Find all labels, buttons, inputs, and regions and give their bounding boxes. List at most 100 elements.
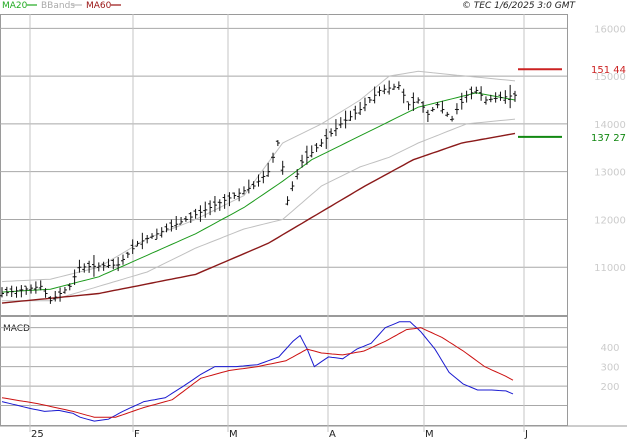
ohlc-bar (324, 128, 329, 149)
ohlc-bar (271, 152, 276, 163)
ohlc-bar (382, 84, 387, 95)
ohlc-bar (241, 186, 246, 195)
x-tick-label: J (524, 429, 528, 440)
ma60-line (1, 132, 516, 304)
ohlc-bar (319, 138, 324, 147)
ohlc-bar (256, 174, 261, 187)
ohlc-bar (353, 105, 358, 120)
x-axis-ticks: 25 F M A M J (29, 14, 528, 440)
ohlc-bar (116, 257, 121, 272)
ohlc-bar (62, 286, 67, 294)
macd-y-tick-label: 300 (600, 363, 619, 374)
ohlc-bar (445, 111, 450, 117)
ohlc-bar (33, 281, 38, 294)
ohlc-bar (343, 110, 348, 129)
ohlc-bar (19, 285, 24, 298)
ohlc-bar (435, 102, 440, 109)
ohlc-bar (77, 259, 82, 273)
ohlc-bar (387, 80, 392, 95)
ohlc-bar (9, 285, 14, 297)
ohlc-bar (164, 223, 169, 233)
legend-bbands-label: BBands (41, 1, 75, 11)
macd-y-tick-label: 400 (600, 343, 619, 354)
ohlc-bar (338, 117, 343, 129)
ohlc-bar (261, 170, 266, 184)
ohlc-bar (503, 90, 508, 104)
support-label: 137 27 (591, 133, 626, 144)
ohlc-bar (300, 154, 305, 168)
ohlc-bar (513, 90, 517, 102)
ohlc-bar (246, 179, 251, 194)
ohlc-bar (82, 263, 87, 273)
ohlc-bar (188, 211, 193, 223)
ohlc-bar (179, 216, 184, 225)
resistance-label: 151 44 (591, 65, 626, 76)
ohlc-bar (106, 258, 111, 269)
ohlc-bar (358, 101, 363, 116)
macd-signal-line (1, 327, 514, 418)
ohlc-bar (290, 181, 295, 192)
ohlc-bar (14, 286, 19, 298)
ohlc-bar (58, 287, 63, 302)
ohlc-bar (24, 285, 29, 295)
ohlc-bar (87, 260, 92, 273)
ohlc-bar (464, 90, 469, 103)
price-y-tick-label: 15000 (594, 72, 626, 83)
ohlc-bar (217, 199, 222, 211)
legend-ma20-label: MA20 (2, 1, 28, 11)
x-tick-label: 25 (31, 429, 44, 440)
ohlc-bar (48, 296, 53, 304)
ohlc-bar (183, 215, 188, 222)
ohlc-bar (309, 145, 314, 158)
macd-line (1, 321, 514, 422)
ohlc-bar (498, 91, 503, 101)
ohlc-bar (130, 239, 135, 254)
ohlc-bar (469, 86, 474, 100)
ohlc-bars-layer (0, 80, 517, 304)
ohlc-bar (43, 288, 48, 298)
ohlc-bar (135, 240, 140, 247)
ohlc-bar (275, 140, 280, 147)
ohlc-bar (154, 228, 159, 240)
ma20-line (1, 92, 516, 293)
ohlc-bar (280, 160, 285, 175)
ohlc-bar (96, 262, 101, 272)
ohlc-bar (67, 283, 72, 291)
ohlc-bar (222, 194, 227, 209)
x-tick-label: M (425, 429, 434, 440)
ohlc-bar (111, 258, 116, 270)
ohlc-bar (348, 110, 353, 121)
ohlc-bar (140, 232, 145, 250)
price-panel-frame (0, 14, 568, 316)
ohlc-bar (295, 169, 300, 180)
ohlc-bar (488, 94, 493, 103)
ohlc-bar (120, 254, 125, 265)
ohlc-bar (72, 269, 77, 285)
price-grid: 11000 12000 13000 14000 15000 16000 (0, 24, 626, 274)
ohlc-bar (416, 97, 421, 104)
ohlc-bar (440, 100, 445, 114)
price-y-tick-label: 12000 (594, 215, 626, 226)
x-tick-label: A (329, 429, 336, 440)
ohlc-bar (53, 290, 58, 302)
ohlc-bar (425, 109, 430, 123)
ohlc-bar (362, 97, 367, 112)
macd-grid: 200 300 400 (0, 327, 620, 407)
ohlc-bar (421, 101, 426, 113)
ohlc-bar (212, 195, 217, 213)
ohlc-bar (430, 107, 435, 112)
legend-ma60-label: MA60 (86, 1, 112, 11)
ohlc-bar (266, 162, 271, 177)
ohlc-bar (392, 83, 397, 90)
price-y-tick-label: 16000 (594, 24, 626, 35)
ohlc-bar (411, 92, 416, 111)
ohlc-bar (203, 201, 208, 218)
x-tick-label: M (229, 429, 238, 440)
ohlc-bar (329, 128, 334, 137)
ohlc-bar (150, 233, 155, 239)
ohlc-bar (29, 284, 34, 294)
ohlc-bar (237, 188, 242, 202)
ohlc-bar (304, 145, 309, 165)
